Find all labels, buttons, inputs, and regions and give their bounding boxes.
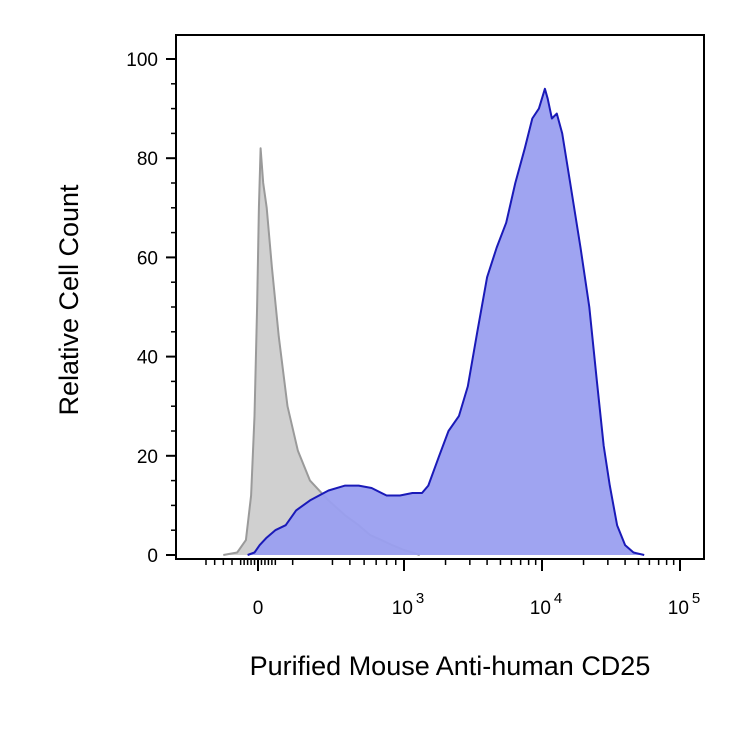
y-tick-label: 0 <box>147 546 158 567</box>
y-tick-label: 20 <box>137 447 158 468</box>
y-axis-title: Relative Cell Count <box>54 184 84 416</box>
x-axis-ticks <box>205 559 681 571</box>
x-tick-label: 10 5 <box>668 590 700 619</box>
y-axis-tick-labels: 0 20 40 60 80 100 <box>126 50 158 567</box>
series-1-area <box>223 148 420 556</box>
y-tick-label: 80 <box>137 149 158 170</box>
series-2-line <box>247 87 645 556</box>
y-tick-label: 100 <box>126 50 158 71</box>
y-axis-ticks <box>166 58 176 556</box>
y-tick-label: 40 <box>137 348 158 369</box>
series-2-area <box>247 88 645 556</box>
x-axis-title: Purified Mouse Anti-human CD25 <box>250 651 651 681</box>
x-tick-label: 10 3 <box>392 590 424 619</box>
y-tick-label: 60 <box>137 248 158 269</box>
series-layer <box>223 87 645 556</box>
x-tick-label: 0 <box>253 598 264 619</box>
x-axis-tick-labels: 0 10 3 10 4 10 5 <box>253 590 701 619</box>
plot-frame <box>175 34 705 560</box>
x-tick-label: 10 4 <box>530 590 562 619</box>
